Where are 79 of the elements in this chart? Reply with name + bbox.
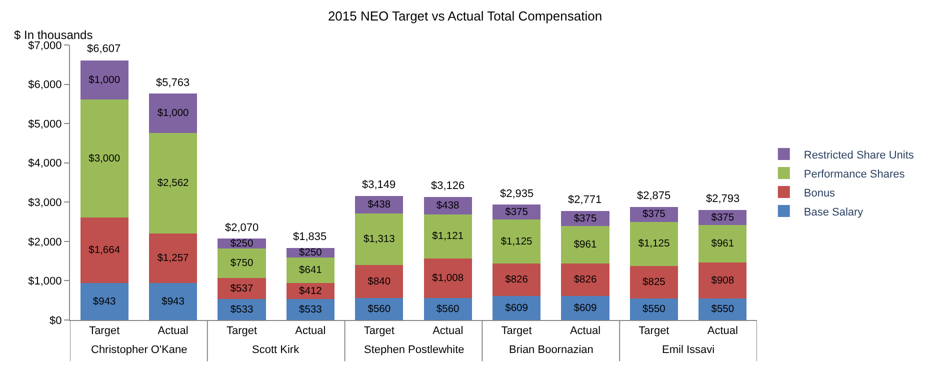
data-label: $609 (574, 302, 597, 314)
data-label: $375 (642, 209, 666, 220)
total-label: $3,149 (362, 179, 396, 191)
data-label: $3,000 (88, 153, 120, 164)
y-tick-label: $3,000 (28, 196, 62, 209)
data-label: $1,000 (88, 74, 120, 86)
data-label: $533 (299, 304, 322, 316)
data-label: $537 (230, 283, 254, 294)
data-label: $375 (505, 206, 528, 218)
total-label: $5,763 (156, 77, 190, 89)
data-label: $1,664 (88, 245, 120, 256)
data-label: $1,121 (432, 231, 464, 242)
x-tick-label: Target (638, 325, 670, 338)
y-tick-label: $1,000 (28, 276, 62, 288)
data-label: $412 (299, 286, 322, 297)
total-label: $1,835 (293, 231, 327, 243)
data-label: $961 (711, 238, 734, 250)
data-label: $560 (436, 304, 460, 315)
total-label: $3,126 (431, 180, 465, 192)
x-tick-label: Actual (432, 325, 464, 338)
total-label: $6,607 (87, 43, 121, 55)
y-tick-label: $2,000 (28, 236, 62, 248)
total-label: $2,935 (500, 188, 534, 200)
text: Stephen Postlewhite (364, 344, 464, 356)
data-label: $375 (711, 212, 734, 224)
y-tick-label: $6,000 (28, 79, 62, 92)
x-tick-label: Target (501, 325, 532, 338)
y-tick-label: $5,000 (28, 118, 62, 130)
legend-label: Performance Shares (804, 168, 906, 180)
total-label: $2,771 (568, 194, 602, 206)
text: Emil Issavi (662, 344, 715, 356)
data-label: $840 (368, 276, 391, 288)
data-label: $250 (299, 248, 322, 259)
legend-label: Base Salary (804, 206, 864, 218)
data-label: $961 (574, 240, 597, 251)
data-label: $1,125 (500, 236, 533, 248)
x-tick-label: Actual (707, 325, 738, 338)
data-label: $1,125 (638, 238, 670, 250)
data-label: $2,562 (157, 178, 190, 190)
x-tick-label: Target (226, 325, 258, 338)
data-label: $438 (368, 200, 391, 211)
text: Brian Boornazian (509, 344, 594, 356)
y-tick-label: $7,000 (28, 40, 62, 52)
data-label: $641 (299, 265, 322, 276)
text: Christopher O'Kane (91, 344, 188, 356)
data-label: $550 (642, 304, 666, 315)
data-label: $750 (230, 258, 254, 270)
x-tick-label: Target (364, 325, 394, 338)
data-label: $560 (368, 304, 391, 315)
data-label: $609 (505, 302, 528, 314)
chart-title: 2015 NEO Target vs Actual Total Compensation (328, 8, 602, 24)
data-label: $825 (642, 276, 666, 288)
x-tick-label: Target (89, 325, 120, 338)
total-label: $2,875 (637, 190, 671, 202)
data-label: $943 (92, 296, 116, 308)
x-tick-label: Actual (570, 325, 601, 338)
legend-label: Restricted Share Units (804, 149, 914, 162)
total-label: $2,070 (225, 222, 259, 234)
data-label: $250 (230, 238, 254, 250)
data-label: $550 (711, 304, 734, 315)
y-axis-title: $ In thousands (14, 28, 93, 42)
data-label: $826 (574, 274, 597, 286)
legend-label: Bonus (804, 187, 836, 200)
data-label: $1,313 (363, 234, 396, 246)
x-tick-label: Actual (295, 325, 326, 338)
data-label: $1,257 (157, 253, 190, 264)
x-tick-label: Actual (158, 325, 188, 338)
y-tick-label: $0 (50, 314, 62, 327)
y-tick-label: $4,000 (28, 158, 62, 170)
data-label: $826 (505, 274, 528, 286)
data-label: $375 (574, 213, 597, 224)
data-label: $438 (436, 200, 460, 212)
data-label: $533 (230, 304, 254, 316)
data-label: $908 (711, 275, 734, 286)
total-label: $2,793 (706, 193, 740, 205)
text: Scott Kirk (252, 344, 300, 356)
data-label: $1,000 (157, 108, 190, 120)
data-label: $943 (162, 296, 185, 308)
data-label: $1,008 (432, 273, 464, 284)
